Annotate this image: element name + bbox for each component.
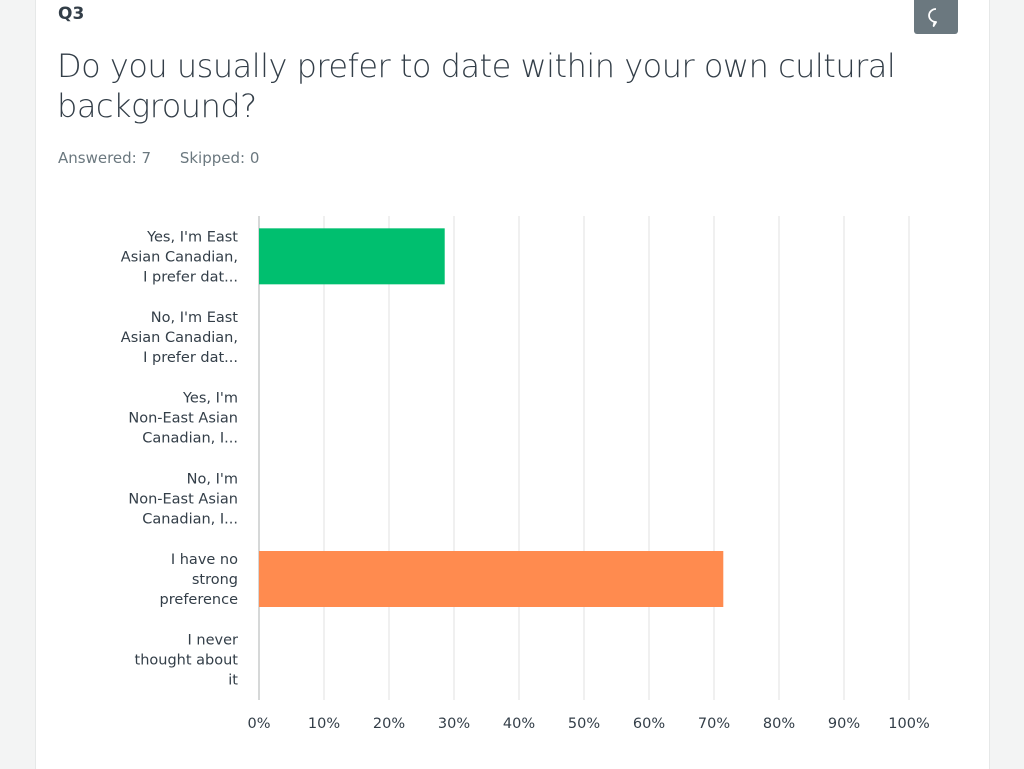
category-label: Asian Canadian, — [121, 330, 238, 346]
comment-button[interactable] — [914, 0, 958, 34]
question-title: Do you usually prefer to date within you… — [57, 47, 896, 125]
bar — [259, 228, 445, 285]
category-label: No, I'm — [187, 471, 238, 487]
x-tick-label: 90% — [828, 716, 860, 732]
question-card: Q3 Do you usually prefer to date within … — [35, 0, 990, 769]
x-tick-label: 10% — [308, 716, 340, 732]
category-label: Non-East Asian — [128, 411, 238, 427]
category-label: Non-East Asian — [128, 491, 238, 507]
category-label: I prefer dat... — [143, 269, 238, 285]
category-label: Yes, I'm — [182, 391, 238, 407]
speech-bubble-icon — [928, 8, 937, 27]
category-label: Yes, I'm East — [146, 229, 238, 245]
x-tick-label: 80% — [763, 716, 795, 732]
category-label: it — [228, 673, 238, 689]
category-label: I have no — [171, 552, 238, 568]
category-label: preference — [160, 592, 239, 608]
x-tick-label: 50% — [568, 716, 600, 732]
category-label: strong — [192, 572, 238, 588]
x-tick-label: 0% — [247, 716, 270, 732]
response-stats: Answered: 7 Skipped: 0 — [58, 149, 283, 167]
category-label: Asian Canadian, — [121, 249, 238, 265]
category-label: thought about — [135, 653, 239, 669]
x-tick-label: 30% — [438, 716, 470, 732]
x-tick-label: 70% — [698, 716, 730, 732]
bar — [259, 551, 724, 607]
category-label: I never — [188, 633, 238, 649]
category-label: Canadian, I... — [142, 511, 238, 527]
answered-count: Answered: 7 — [58, 149, 152, 167]
question-number: Q3 — [58, 4, 85, 24]
category-label: Canadian, I... — [142, 431, 238, 447]
skipped-count: Skipped: 0 — [179, 149, 260, 167]
category-label: No, I'm East — [151, 310, 239, 326]
x-tick-label: 20% — [373, 716, 405, 732]
x-tick-label: 40% — [503, 716, 535, 732]
category-label: I prefer dat... — [143, 350, 238, 366]
x-tick-label: 100% — [888, 716, 929, 732]
x-tick-label: 60% — [633, 716, 665, 732]
